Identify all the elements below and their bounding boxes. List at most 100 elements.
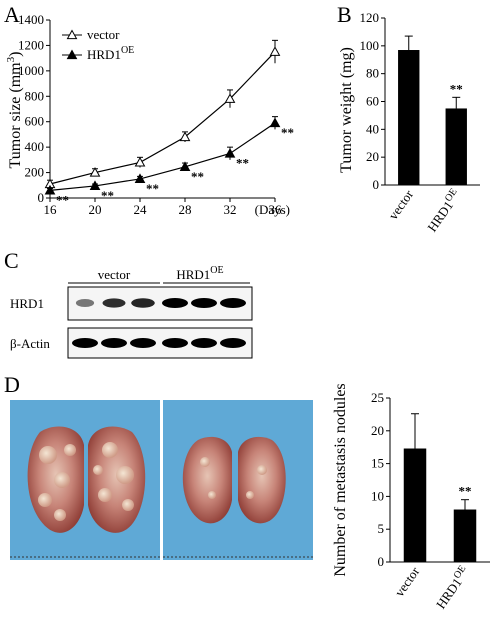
panel-label-d: D bbox=[4, 372, 20, 397]
series-line-1 bbox=[49, 122, 276, 191]
blot-row-label-actin: β-Actin bbox=[10, 336, 50, 351]
legend-entry-main: HRD1 bbox=[87, 47, 121, 62]
category-label: vector bbox=[392, 564, 423, 600]
y-tick-label: 1200 bbox=[18, 37, 44, 52]
y-axis-label-sup: 3 bbox=[5, 56, 17, 62]
data-point bbox=[89, 180, 101, 191]
significance-marker: ** bbox=[191, 169, 204, 184]
category-label: vector bbox=[385, 187, 416, 223]
significance-marker: ** bbox=[146, 181, 159, 196]
bar bbox=[403, 448, 427, 562]
y-tick-label: 15 bbox=[371, 456, 384, 471]
y-tick-label: 10 bbox=[371, 488, 384, 503]
y-tick-label: 20 bbox=[366, 149, 379, 164]
lung-left-lobe-hrd1oe bbox=[182, 436, 232, 524]
y-axis-label-close: ) bbox=[7, 52, 24, 57]
blot-band bbox=[131, 298, 155, 308]
panel-label-b: B bbox=[337, 2, 352, 27]
lung-right-lobe-hrd1oe bbox=[238, 436, 286, 524]
data-point bbox=[134, 156, 146, 167]
data-point bbox=[224, 93, 236, 103]
blot-band bbox=[75, 298, 95, 308]
blot-band bbox=[191, 298, 217, 308]
lung-right-lobe-vector bbox=[88, 426, 146, 533]
significance-marker: ** bbox=[459, 484, 472, 499]
x-tick-label: 20 bbox=[89, 202, 102, 217]
metastasis-nodules-bar-chart: Number of metastasis nodules 0 5 10 15 20 25 v… bbox=[332, 383, 490, 611]
blot-band bbox=[72, 338, 98, 348]
legend-entry: vector bbox=[87, 27, 120, 42]
y-axis-label: Tumor weight (mg) bbox=[338, 47, 355, 173]
data-point bbox=[179, 131, 191, 142]
legend-marker bbox=[66, 29, 78, 40]
data-point bbox=[269, 46, 281, 56]
x-tick-label: 24 bbox=[134, 202, 148, 217]
y-tick-label: 25 bbox=[371, 390, 384, 405]
series-line-0 bbox=[49, 51, 276, 185]
y-tick-label: 20 bbox=[371, 423, 384, 438]
tumor-size-line-chart: Tumor size (mm3) (Days) 0 200 400 600 800 100… bbox=[5, 12, 294, 217]
data-point bbox=[89, 167, 101, 177]
tumor-weight-bar-chart: Tumor weight (mg) 0 20 40 60 80 100 120 vector *… bbox=[338, 10, 480, 234]
legend: vector HRD1OE bbox=[62, 27, 134, 62]
blot-band bbox=[130, 338, 156, 348]
data-point bbox=[44, 184, 56, 195]
y-tick-label: 800 bbox=[25, 88, 45, 103]
blot-group-label-hrd1oe-main: HRD1 bbox=[176, 267, 210, 282]
category-label-main: vector bbox=[392, 564, 423, 600]
y-tick-label: 1400 bbox=[18, 12, 44, 27]
metastasis-nodules-vector bbox=[38, 442, 134, 521]
blot-band bbox=[101, 338, 127, 348]
significance-marker: ** bbox=[236, 156, 249, 171]
x-tick-label: 28 bbox=[179, 202, 192, 217]
data-point bbox=[134, 173, 146, 184]
x-tick-label: 16 bbox=[44, 202, 58, 217]
legend-entry-main: vector bbox=[87, 27, 120, 42]
x-axis-label: (Days) bbox=[255, 202, 290, 217]
x-tick-label: 36 bbox=[269, 202, 283, 217]
significance-marker: ** bbox=[281, 125, 294, 140]
y-tick-label: 0 bbox=[378, 554, 385, 569]
blot-band bbox=[191, 338, 217, 348]
blot-group-label-hrd1oe-sup: OE bbox=[210, 265, 223, 276]
blot-group-label-hrd1oe: HRD1OE bbox=[176, 265, 223, 282]
category-label: HRD1OE bbox=[432, 564, 472, 612]
y-axis-label-main: Tumor size (mm bbox=[7, 62, 24, 169]
y-axis-label: Tumor size (mm3) bbox=[5, 52, 24, 169]
data-point bbox=[224, 147, 236, 158]
y-tick-label: 0 bbox=[38, 190, 45, 205]
y-tick-label: 1000 bbox=[18, 63, 44, 78]
bar bbox=[398, 50, 420, 186]
significance-marker: ** bbox=[56, 192, 69, 207]
y-tick-label: 60 bbox=[366, 94, 379, 109]
blot-group-label-vector: vector bbox=[98, 267, 131, 282]
category-label: HRD1OE bbox=[423, 187, 463, 235]
y-tick-label: 600 bbox=[25, 114, 45, 129]
metastasis-nodules-hrd1oe bbox=[200, 457, 267, 499]
y-tick-label: 0 bbox=[373, 177, 380, 192]
y-tick-label: 100 bbox=[360, 38, 380, 53]
blot-band bbox=[162, 338, 188, 348]
category-label-main: vector bbox=[385, 187, 416, 223]
y-tick-label: 5 bbox=[378, 521, 385, 536]
significance-marker: ** bbox=[450, 81, 463, 96]
y-axis-label: Number of metastasis nodules bbox=[332, 383, 349, 576]
y-tick-label: 120 bbox=[360, 10, 380, 25]
blot-row-label-hrd1: HRD1 bbox=[10, 296, 44, 311]
data-point bbox=[269, 117, 281, 128]
panel-label-a: A bbox=[4, 2, 20, 27]
legend-entry: HRD1OE bbox=[87, 45, 134, 62]
data-point bbox=[179, 161, 191, 171]
panel-label-c: C bbox=[4, 248, 19, 273]
bar bbox=[445, 108, 467, 185]
y-tick-label: 200 bbox=[25, 165, 45, 180]
blot-band bbox=[220, 338, 246, 348]
western-blot: vector HRD1OE HRD1 β-Actin bbox=[10, 265, 253, 359]
significance-marker: ** bbox=[101, 188, 114, 203]
blot-band bbox=[102, 298, 126, 308]
blot-band bbox=[162, 298, 188, 308]
blot-band bbox=[220, 298, 246, 308]
x-tick-label: 32 bbox=[224, 202, 237, 217]
bar bbox=[453, 509, 477, 562]
